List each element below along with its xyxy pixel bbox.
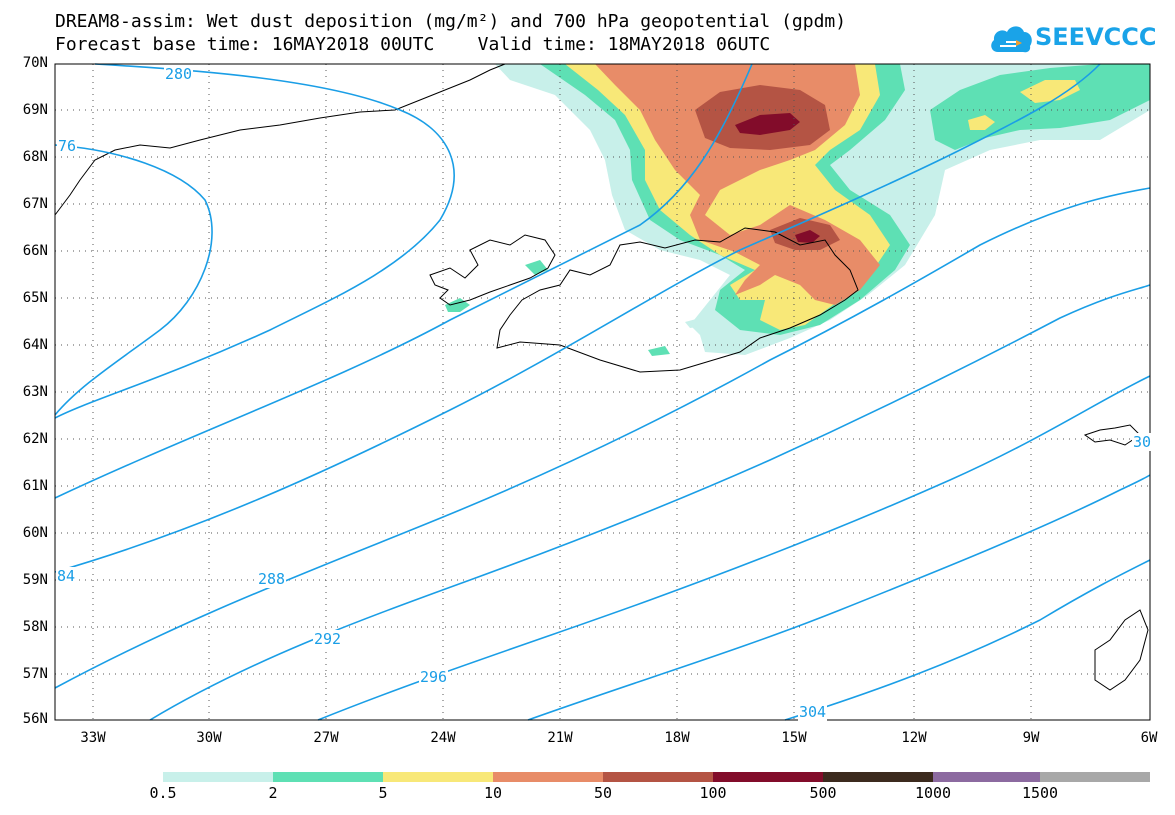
contour-label: 292 <box>313 630 343 648</box>
colorbar-label: 1000 <box>914 784 952 802</box>
dust-deposition-field <box>445 64 1150 356</box>
lon-label: 18W <box>664 730 690 746</box>
contour-label: 84 <box>56 567 77 585</box>
colorbar-swatch <box>603 772 713 782</box>
lon-label: 9W <box>1022 730 1040 746</box>
cloud-icon <box>991 26 1032 53</box>
lon-label: 21W <box>547 730 573 746</box>
colorbar-label: 2 <box>268 784 278 802</box>
lon-label: 30W <box>196 730 222 746</box>
colorbar-swatch <box>933 772 1040 782</box>
lon-label: 33W <box>80 730 106 746</box>
coastline <box>54 63 1149 691</box>
colorbar-swatch <box>1040 772 1150 782</box>
logo-text: SEEVCCC <box>1035 23 1157 51</box>
colorbar-label: 10 <box>483 784 503 802</box>
lat-label: 70N <box>22 55 48 71</box>
lon-label: 15W <box>781 730 807 746</box>
contour-label: 30 <box>1132 433 1153 451</box>
colorbar-label: 500 <box>809 784 837 802</box>
lat-label: 64N <box>22 337 48 353</box>
lat-label: 56N <box>22 711 48 727</box>
lon-label: 12W <box>901 730 927 746</box>
lat-label: 67N <box>22 196 48 212</box>
lat-label: 62N <box>22 431 48 447</box>
seevccc-logo: SEEVCCC <box>988 20 1157 60</box>
lat-label: 58N <box>22 619 48 635</box>
contour-label: 296 <box>419 668 449 686</box>
colorbar-swatch <box>493 772 603 782</box>
colorbar-label: 50 <box>593 784 613 802</box>
colorbar-swatch <box>823 772 933 782</box>
colorbar-label: 5 <box>378 784 388 802</box>
colorbar-swatch <box>713 772 823 782</box>
colorbar-label: 100 <box>699 784 727 802</box>
graticule <box>55 64 1150 720</box>
lat-label: 65N <box>22 290 48 306</box>
lon-label: 27W <box>313 730 339 746</box>
colorbar-label: 1500 <box>1021 784 1059 802</box>
lon-label: 24W <box>430 730 456 746</box>
lat-label: 57N <box>22 666 48 682</box>
lat-label: 60N <box>22 525 48 541</box>
lat-label: 66N <box>22 243 48 259</box>
lat-label: 69N <box>22 102 48 118</box>
chart-title: DREAM8-assim: Wet dust deposition (mg/m²… <box>55 11 847 32</box>
map-frame <box>54 63 1151 721</box>
lon-label: 6W <box>1140 730 1158 746</box>
colorbar-swatch <box>383 772 493 782</box>
contour-label: 288 <box>257 570 287 588</box>
lat-label: 59N <box>22 572 48 588</box>
colorbar-label: 0.5 <box>149 784 177 802</box>
colorbar-swatch <box>273 772 383 782</box>
lat-label: 63N <box>22 384 48 400</box>
contour-label: 304 <box>798 703 828 721</box>
lat-label: 61N <box>22 478 48 494</box>
lat-label: 68N <box>22 149 48 165</box>
contour-label: 280 <box>164 65 194 83</box>
colorbar-swatch <box>163 772 273 782</box>
contour-label: 76 <box>57 137 78 155</box>
chart-subtitle: Forecast base time: 16MAY2018 00UTC Vali… <box>55 34 771 55</box>
